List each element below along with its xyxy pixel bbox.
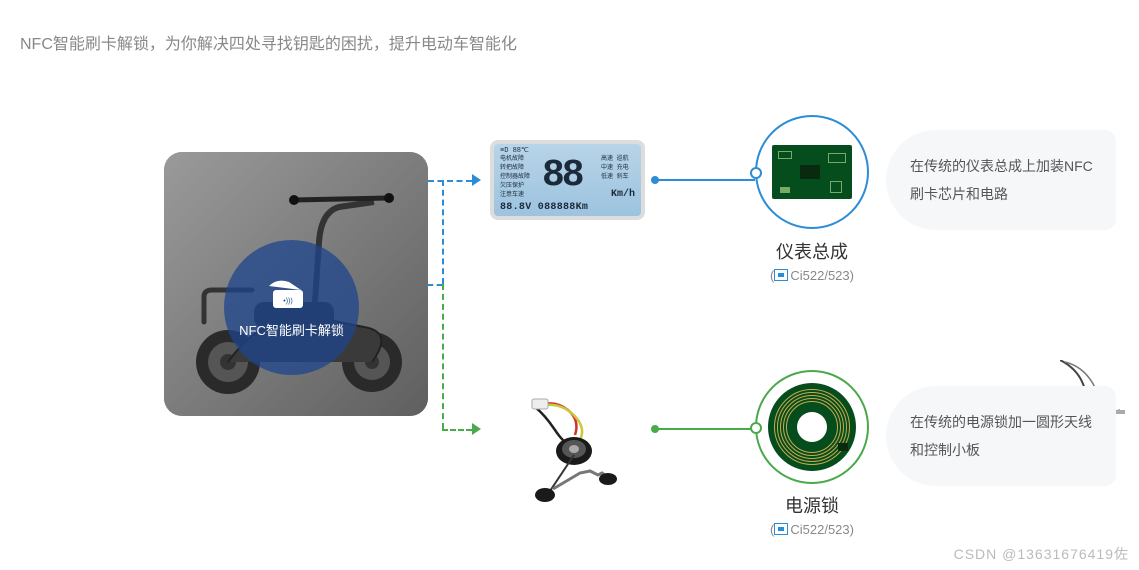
key-lock <box>490 395 650 505</box>
lcd-speed: 88 <box>542 154 582 197</box>
powerlock-antenna-circle <box>755 370 869 484</box>
dashboard-callout: 在传统的仪表总成上加装NFC刷卡芯片和电路 <box>886 130 1116 230</box>
pcb-board-icon <box>772 145 852 199</box>
chip-icon <box>774 523 788 535</box>
dashboard-pcb-circle <box>755 115 869 229</box>
connector-green-1 <box>442 429 472 431</box>
lcd-left-labels: 电机故障 转把故障 控制器故障 欠压保护 注意车速 <box>500 154 540 199</box>
connector-green-solid <box>655 428 755 430</box>
powerlock-title: 电源锁 <box>755 492 869 518</box>
chip-icon <box>774 269 788 281</box>
dot-green-icon <box>651 425 659 433</box>
dashboard-label: 仪表总成 (Ci522/523) <box>755 238 869 283</box>
watermark: CSDN @13631676419佐 <box>954 544 1129 564</box>
page-heading: NFC智能刷卡解锁，为你解决四处寻找钥匙的困扰，提升电动车智能化 <box>20 30 517 54</box>
lcd-display: ≡D 88℃ 电机故障 转把故障 控制器故障 欠压保护 注意车速 88 高速 巡… <box>490 140 645 230</box>
powerlock-chip: (Ci522/523) <box>755 522 869 537</box>
lcd-bottom: 88.8V 088888Km <box>500 202 588 213</box>
antenna-pcb-icon <box>768 383 856 471</box>
nfc-card-hand-icon: •))) <box>267 276 317 312</box>
dot-blue-icon <box>651 176 659 184</box>
connector-junction <box>428 284 442 286</box>
powerlock-callout: 在传统的电源锁加一圆形天线和控制小板 <box>886 386 1116 486</box>
dashboard-title: 仪表总成 <box>755 238 869 264</box>
connector-blue-solid <box>655 179 755 181</box>
lcd-right-labels: 高速 巡航 中速 充电 低速 刹车 <box>601 154 635 181</box>
connector-green-v <box>442 284 444 429</box>
nfc-label: NFC智能刷卡解锁 <box>239 320 344 339</box>
connector-blue-1 <box>428 180 472 182</box>
arrow-blue-icon <box>472 174 481 186</box>
nfc-overlay: •))) NFC智能刷卡解锁 <box>224 240 359 375</box>
scooter-panel: •))) NFC智能刷卡解锁 <box>164 152 428 416</box>
svg-text:•))): •))) <box>283 298 292 305</box>
connector-blue-v <box>442 180 444 284</box>
powerlock-label: 电源锁 (Ci522/523) <box>755 492 869 537</box>
dashboard-chip: (Ci522/523) <box>755 268 869 283</box>
arrow-green-icon <box>472 423 481 435</box>
lcd-kmh: Km/h <box>611 189 635 200</box>
